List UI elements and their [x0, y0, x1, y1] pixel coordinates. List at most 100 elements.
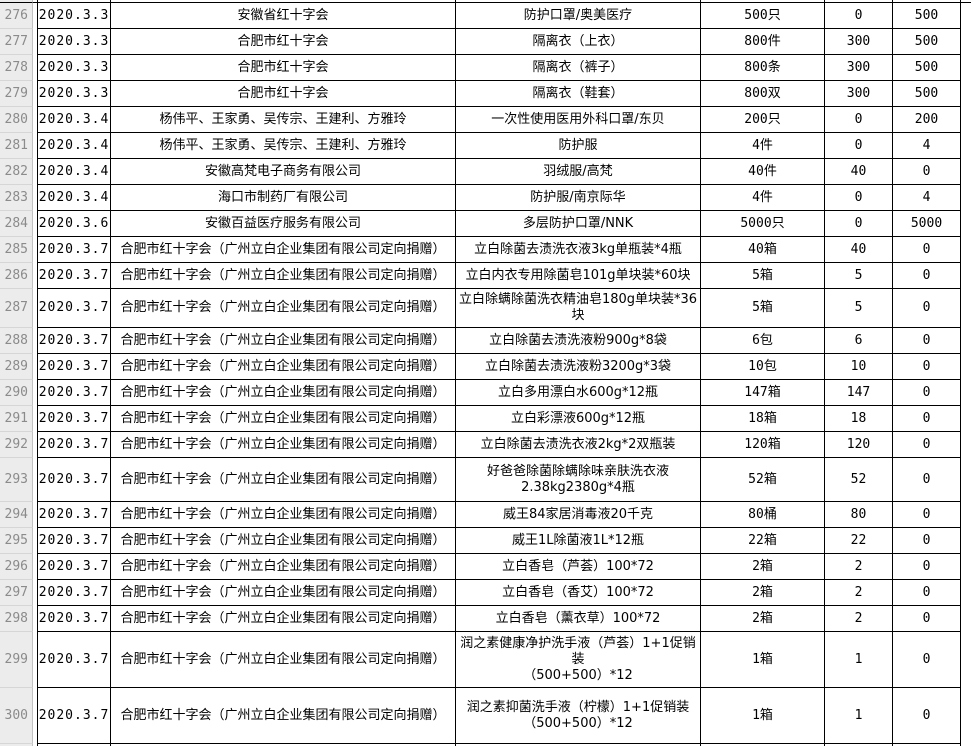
- value1-cell[interactable]: 2: [825, 554, 893, 580]
- quantity-cell[interactable]: 40箱: [701, 237, 825, 263]
- value2-cell[interactable]: 0: [893, 380, 961, 406]
- donor-cell[interactable]: 合肥市红十字会（广州立白企业集团有限公司定向捐赠）: [111, 458, 456, 502]
- date-cell[interactable]: 2020.3.7: [37, 632, 111, 688]
- quantity-cell[interactable]: 500只: [701, 3, 825, 29]
- item-cell[interactable]: 立白除菌去渍洗液粉900g*8袋: [456, 328, 701, 354]
- donor-cell[interactable]: 合肥市红十字会（广州立白企业集团有限公司定向捐赠）: [111, 632, 456, 688]
- quantity-cell[interactable]: 10包: [701, 354, 825, 380]
- item-cell[interactable]: 威王1L除菌液1L*12瓶: [456, 528, 701, 554]
- value2-cell[interactable]: 4: [893, 133, 961, 159]
- donor-cell[interactable]: 合肥市红十字会: [111, 29, 456, 55]
- date-cell[interactable]: 2020.3.7: [37, 528, 111, 554]
- item-cell[interactable]: 隔离衣（裤子）: [456, 55, 701, 81]
- quantity-cell[interactable]: 4件: [701, 185, 825, 211]
- quantity-cell[interactable]: 800双: [701, 81, 825, 107]
- quantity-cell[interactable]: 80桶: [701, 502, 825, 528]
- row-number-cell[interactable]: 299: [0, 632, 33, 688]
- donor-cell[interactable]: 安徽高梵电子商务有限公司: [111, 159, 456, 185]
- quantity-cell[interactable]: 6包: [701, 328, 825, 354]
- date-cell[interactable]: 2020.3.4: [37, 185, 111, 211]
- item-cell[interactable]: 一次性使用医用外科口罩/东贝: [456, 107, 701, 133]
- date-cell[interactable]: 2020.3.4: [37, 107, 111, 133]
- value2-cell[interactable]: 0: [893, 688, 961, 744]
- value2-cell[interactable]: 500: [893, 81, 961, 107]
- value2-cell[interactable]: 500: [893, 3, 961, 29]
- value1-cell[interactable]: 2: [825, 606, 893, 632]
- value2-cell[interactable]: 500: [893, 55, 961, 81]
- item-cell[interactable]: 立白彩漂液600g*12瓶: [456, 406, 701, 432]
- quantity-cell[interactable]: 2箱: [701, 606, 825, 632]
- value2-cell[interactable]: 0: [893, 406, 961, 432]
- item-cell[interactable]: 隔离衣（鞋套）: [456, 81, 701, 107]
- item-cell[interactable]: 立白除菌去渍洗衣液3kg单瓶装*4瓶: [456, 237, 701, 263]
- date-cell[interactable]: 2020.3.7: [37, 380, 111, 406]
- donor-cell[interactable]: 杨伟平、王家勇、吴传宗、王建利、方雅玲: [111, 107, 456, 133]
- row-number-cell[interactable]: 295: [0, 528, 33, 554]
- date-cell[interactable]: 2020.3.7: [37, 328, 111, 354]
- date-cell[interactable]: 2020.3.7: [37, 502, 111, 528]
- value1-cell[interactable]: 300: [825, 29, 893, 55]
- quantity-cell[interactable]: 2箱: [701, 554, 825, 580]
- quantity-cell[interactable]: 40件: [701, 159, 825, 185]
- value1-cell[interactable]: 1: [825, 688, 893, 744]
- donor-cell[interactable]: 合肥市红十字会（广州立白企业集团有限公司定向捐赠）: [111, 328, 456, 354]
- donor-cell[interactable]: 合肥市红十字会（广州立白企业集团有限公司定向捐赠）: [111, 354, 456, 380]
- donor-cell[interactable]: 合肥市红十字会（广州立白企业集团有限公司定向捐赠）: [111, 554, 456, 580]
- item-cell[interactable]: 防护服: [456, 133, 701, 159]
- date-cell[interactable]: 2020.3.6: [37, 211, 111, 237]
- date-cell[interactable]: 2020.3.7: [37, 263, 111, 289]
- value2-cell[interactable]: 0: [893, 632, 961, 688]
- item-cell[interactable]: 润之素抑菌洗手液（柠檬）1+1促销装 （500+500）*12: [456, 688, 701, 744]
- value1-cell[interactable]: 40: [825, 159, 893, 185]
- quantity-cell[interactable]: 18箱: [701, 406, 825, 432]
- quantity-cell[interactable]: 22箱: [701, 528, 825, 554]
- value2-cell[interactable]: 0: [893, 263, 961, 289]
- quantity-cell[interactable]: 5000只: [701, 211, 825, 237]
- row-number-cell[interactable]: 286: [0, 263, 33, 289]
- donor-cell[interactable]: 合肥市红十字会（广州立白企业集团有限公司定向捐赠）: [111, 528, 456, 554]
- item-cell[interactable]: 多层防护口罩/NNK: [456, 211, 701, 237]
- row-number-cell[interactable]: 281: [0, 133, 33, 159]
- value1-cell[interactable]: 40: [825, 237, 893, 263]
- item-cell[interactable]: 立白除螨除菌洗衣精油皂180g单块装*36块: [456, 289, 701, 328]
- value1-cell[interactable]: 147: [825, 380, 893, 406]
- value2-cell[interactable]: 0: [893, 432, 961, 458]
- quantity-cell[interactable]: 1箱: [701, 632, 825, 688]
- value2-cell[interactable]: 0: [893, 237, 961, 263]
- date-cell[interactable]: 2020.3.3: [37, 55, 111, 81]
- value1-cell[interactable]: 10: [825, 354, 893, 380]
- item-cell[interactable]: 润之素健康净护洗手液（芦荟）1+1促销装 （500+500）*12: [456, 632, 701, 688]
- quantity-cell[interactable]: 4件: [701, 133, 825, 159]
- item-cell[interactable]: 立白香皂（薰衣草）100*72: [456, 606, 701, 632]
- donor-cell[interactable]: 合肥市红十字会（广州立白企业集团有限公司定向捐赠）: [111, 289, 456, 328]
- value1-cell[interactable]: 6: [825, 328, 893, 354]
- donor-cell[interactable]: 合肥市红十字会（广州立白企业集团有限公司定向捐赠）: [111, 380, 456, 406]
- quantity-cell[interactable]: 200只: [701, 107, 825, 133]
- row-number-cell[interactable]: 288: [0, 328, 33, 354]
- row-number-cell[interactable]: 298: [0, 606, 33, 632]
- quantity-cell[interactable]: 5箱: [701, 263, 825, 289]
- date-cell[interactable]: 2020.3.7: [37, 237, 111, 263]
- quantity-cell[interactable]: 52箱: [701, 458, 825, 502]
- value2-cell[interactable]: 0: [893, 458, 961, 502]
- value1-cell[interactable]: 300: [825, 81, 893, 107]
- item-cell[interactable]: 立白除菌去渍洗衣液2kg*2双瓶装: [456, 432, 701, 458]
- date-cell[interactable]: 2020.3.3: [37, 29, 111, 55]
- quantity-cell[interactable]: 2箱: [701, 580, 825, 606]
- value2-cell[interactable]: 0: [893, 289, 961, 328]
- date-cell[interactable]: 2020.3.7: [37, 406, 111, 432]
- value1-cell[interactable]: 5: [825, 263, 893, 289]
- row-number-cell[interactable]: 293: [0, 458, 33, 502]
- row-number-cell[interactable]: 296: [0, 554, 33, 580]
- item-cell[interactable]: 隔离衣（上衣）: [456, 29, 701, 55]
- date-cell[interactable]: 2020.3.4: [37, 159, 111, 185]
- value2-cell[interactable]: 0: [893, 328, 961, 354]
- value1-cell[interactable]: 80: [825, 502, 893, 528]
- item-cell[interactable]: 防护口罩/奥美医疗: [456, 3, 701, 29]
- value2-cell[interactable]: 0: [893, 159, 961, 185]
- value2-cell[interactable]: 0: [893, 528, 961, 554]
- value1-cell[interactable]: 0: [825, 185, 893, 211]
- row-number-cell[interactable]: 277: [0, 29, 33, 55]
- value1-cell[interactable]: 120: [825, 432, 893, 458]
- quantity-cell[interactable]: 147箱: [701, 380, 825, 406]
